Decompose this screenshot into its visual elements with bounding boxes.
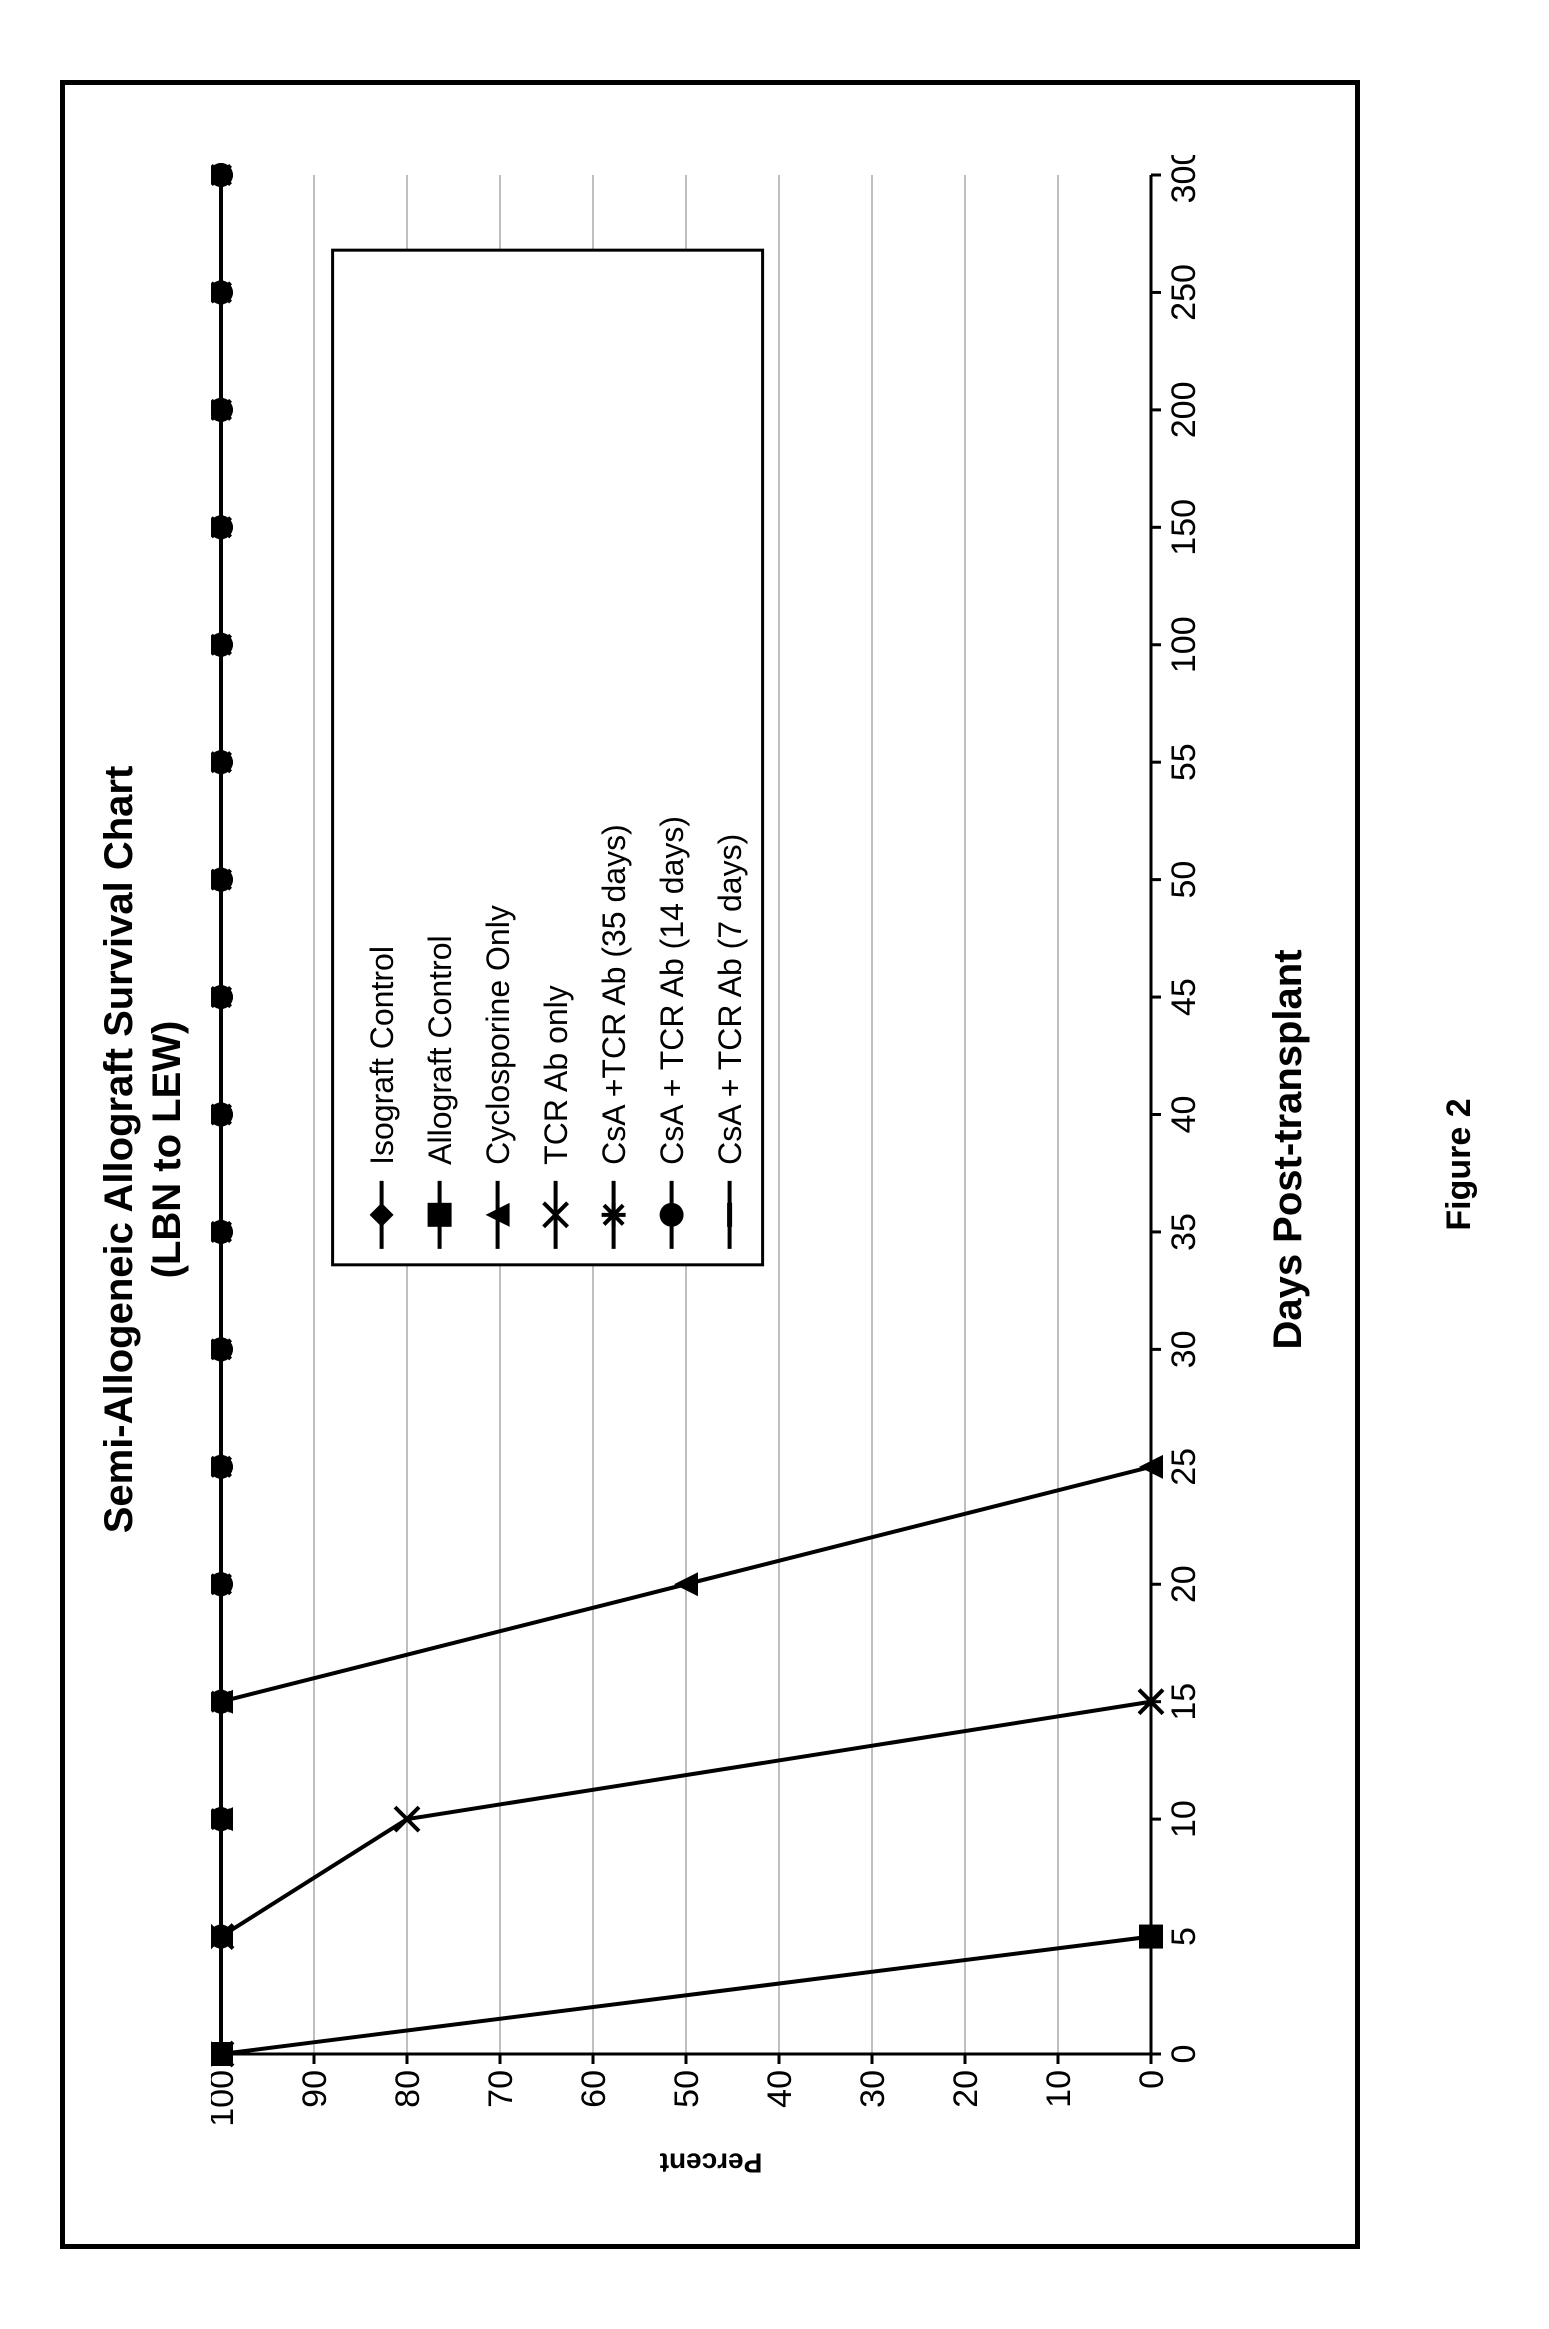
svg-text:50: 50: [1165, 861, 1203, 899]
svg-text:0: 0: [1165, 2045, 1203, 2064]
svg-text:20: 20: [1165, 1565, 1203, 1603]
svg-text:60: 60: [575, 2070, 613, 2108]
svg-text:5: 5: [1165, 1927, 1203, 1946]
x-axis-label: Days Post-transplant: [1266, 949, 1311, 1349]
rotated-panel: Semi-Allogeneic Allograft Survival Chart…: [0, 0, 1549, 2329]
svg-text:100: 100: [211, 2070, 241, 2127]
svg-text:40: 40: [761, 2070, 799, 2108]
svg-text:80: 80: [389, 2070, 427, 2108]
svg-text:250: 250: [1165, 264, 1203, 321]
svg-text:300: 300: [1165, 155, 1203, 203]
svg-text:25: 25: [1165, 1448, 1203, 1486]
svg-text:100: 100: [1165, 616, 1203, 673]
svg-text:50: 50: [668, 2070, 706, 2108]
legend-label: CsA + TCR Ab (14 days): [654, 816, 690, 1165]
svg-text:10: 10: [1165, 1800, 1203, 1838]
svg-text:45: 45: [1165, 978, 1203, 1016]
svg-text:10: 10: [1040, 2070, 1078, 2108]
chart-svg: 0 10 20 30 40 50 60 70 80 90 100 0 5 10 15 20 25 30 35 40 45…: [211, 155, 1211, 2144]
plot-area: Percent 01020304050607080901000510152025…: [211, 155, 1211, 2144]
y-axis-label: Percent: [660, 2147, 763, 2179]
svg-text:150: 150: [1165, 499, 1203, 556]
svg-text:55: 55: [1165, 743, 1203, 781]
chart-frame: Semi-Allogeneic Allograft Survival Chart…: [60, 80, 1360, 2249]
page: Semi-Allogeneic Allograft Survival Chart…: [0, 0, 1549, 2329]
chart-title: Semi-Allogeneic Allograft Survival Chart…: [95, 155, 191, 2144]
svg-text:40: 40: [1165, 1096, 1203, 1134]
svg-text:20: 20: [947, 2070, 985, 2108]
chart-title-line2: (LBN to LEW): [143, 155, 191, 2144]
svg-text:30: 30: [854, 2070, 892, 2108]
legend-label: Isograft Control: [364, 946, 400, 1165]
legend-label: TCR Ab only: [538, 985, 574, 1165]
svg-text:90: 90: [296, 2070, 334, 2108]
legend-label: Cyclosporine Only: [480, 905, 516, 1165]
legend-label: CsA +TCR Ab (35 days): [596, 824, 632, 1165]
svg-text:0: 0: [1133, 2070, 1171, 2089]
figure-caption: Figure 2: [1440, 80, 1479, 2249]
svg-text:200: 200: [1165, 382, 1203, 439]
legend-label: Allograft Control: [422, 935, 458, 1164]
svg-text:15: 15: [1165, 1683, 1203, 1721]
svg-text:70: 70: [482, 2070, 520, 2108]
legend-label: CsA + TCR Ab (7 days): [712, 834, 748, 1165]
chart-title-line1: Semi-Allogeneic Allograft Survival Chart: [95, 155, 143, 2144]
svg-text:30: 30: [1165, 1330, 1203, 1368]
svg-text:35: 35: [1165, 1213, 1203, 1251]
